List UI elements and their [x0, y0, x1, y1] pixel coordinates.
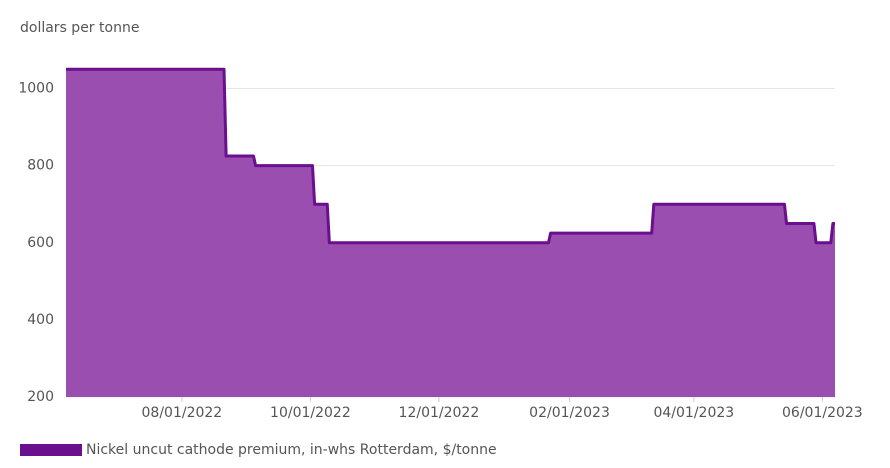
y-tick-label: 600	[27, 235, 54, 251]
line	[66, 67, 835, 245]
x-tick-label: 12/01/2022	[399, 405, 480, 421]
y-axis-label: dollars per tonne	[20, 20, 139, 36]
x-tick-label: 02/01/2023	[529, 405, 610, 421]
y-tick-label: 200	[27, 389, 54, 405]
y-tick-label: 1000	[18, 81, 54, 97]
x-tick-label: 08/01/2022	[142, 405, 223, 421]
legend-label: Nickel uncut cathode premium, in-whs Rot…	[86, 442, 497, 458]
x-tick-label: 04/01/2023	[653, 405, 734, 421]
x-tick-label: 06/01/2023	[782, 405, 863, 421]
area	[66, 69, 835, 398]
y-tick-label: 400	[27, 312, 54, 328]
x-tick-label: 10/01/2022	[270, 405, 351, 421]
legend-swatch	[20, 444, 82, 456]
y-tick-label: 800	[27, 158, 54, 174]
